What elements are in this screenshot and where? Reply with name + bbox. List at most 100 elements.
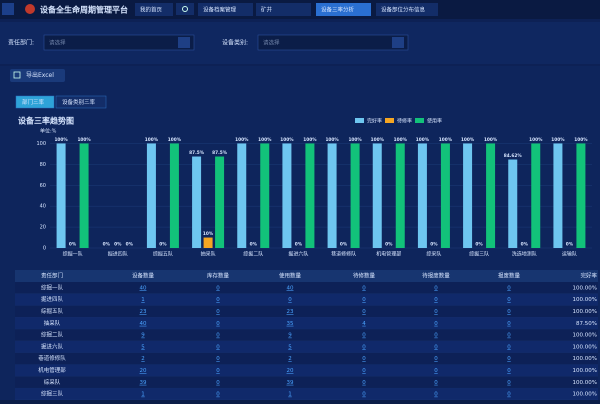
table-link[interactable]: 0 <box>434 344 438 350</box>
table-link[interactable]: 0 <box>434 309 438 315</box>
table-cell: 100.00% <box>573 285 597 291</box>
table-link[interactable]: 0 <box>507 368 511 374</box>
table-link[interactable]: 40 <box>140 321 147 327</box>
table-link[interactable]: 0 <box>507 309 511 315</box>
table-link[interactable]: 0 <box>362 297 366 303</box>
bar <box>576 143 586 248</box>
value-label: 0% <box>340 242 348 248</box>
nav-tab-label[interactable]: 矿井 <box>261 6 273 14</box>
table-link[interactable]: 0 <box>216 285 220 291</box>
sub-tab-label[interactable]: 设备类别三率 <box>62 98 96 106</box>
menu-icon[interactable] <box>2 3 14 15</box>
gear-icon <box>182 6 188 12</box>
table-link[interactable]: 1 <box>288 392 292 398</box>
x-tick-label: 运输队 <box>562 251 577 258</box>
table-link[interactable]: 4 <box>362 321 366 327</box>
table-link[interactable]: 0 <box>216 380 220 386</box>
table-link[interactable]: 0 <box>216 344 220 350</box>
table-link[interactable]: 0 <box>362 392 366 398</box>
table-link[interactable]: 0 <box>362 344 366 350</box>
nav-tab-label[interactable]: 设备部位分布信息 <box>381 6 426 14</box>
table-link[interactable]: 5 <box>141 344 145 350</box>
table-link[interactable]: 0 <box>434 356 438 362</box>
table-link[interactable]: 0 <box>362 309 366 315</box>
value-label: 100% <box>145 137 159 143</box>
y-tick-label: 40 <box>40 204 46 210</box>
nav-tab-label[interactable]: 设备三率分析 <box>321 6 355 14</box>
table-cell: 100.00% <box>573 297 597 303</box>
nav-tab[interactable] <box>316 3 371 16</box>
table-link[interactable]: 0 <box>216 392 220 398</box>
table-link[interactable]: 0 <box>216 368 220 374</box>
table-cell: 综掘一队 <box>41 283 64 291</box>
bar <box>215 156 225 248</box>
table-link[interactable]: 0 <box>507 356 511 362</box>
table-cell: 100.00% <box>573 309 597 315</box>
sub-tab[interactable] <box>55 95 107 109</box>
table-link[interactable]: 0 <box>288 297 292 303</box>
table-link[interactable]: 40 <box>287 285 294 291</box>
sub-tab-label[interactable]: 部门三率 <box>22 98 45 106</box>
filter-label: 责任部门: <box>8 39 34 47</box>
table-link[interactable]: 20 <box>287 368 294 374</box>
filter-button[interactable] <box>392 37 404 48</box>
nav-tab-label[interactable]: 我的首页 <box>140 6 163 14</box>
table-link[interactable]: 0 <box>507 380 511 386</box>
table-link[interactable]: 39 <box>287 380 294 386</box>
export-label[interactable]: 导出Excel <box>26 71 54 79</box>
table-link[interactable]: 0 <box>362 368 366 374</box>
table-link[interactable]: 0 <box>216 321 220 327</box>
nav-tab[interactable] <box>198 3 253 16</box>
table-header: 报废数量 <box>498 272 521 280</box>
table-link[interactable]: 0 <box>362 380 366 386</box>
nav-tab[interactable] <box>376 3 438 16</box>
nav-tab[interactable] <box>135 3 173 16</box>
table-link[interactable]: 0 <box>216 333 220 339</box>
table-link[interactable]: 5 <box>288 344 292 350</box>
nav-tab-label[interactable]: 设备档案管理 <box>203 6 237 14</box>
table-link[interactable]: 40 <box>140 285 147 291</box>
bar <box>169 143 179 248</box>
settings-tab[interactable] <box>176 3 194 15</box>
table-link[interactable]: 0 <box>507 344 511 350</box>
table-link[interactable]: 0 <box>507 333 511 339</box>
filter-button[interactable] <box>178 37 190 48</box>
table-cell: 100.00% <box>573 368 597 374</box>
table-link[interactable]: 9 <box>288 333 292 339</box>
table-link[interactable]: 0 <box>434 392 438 398</box>
table-link[interactable]: 0 <box>507 392 511 398</box>
table-link[interactable]: 0 <box>362 285 366 291</box>
table-link[interactable]: 39 <box>140 380 147 386</box>
table-link[interactable]: 0 <box>507 285 511 291</box>
y-tick-label: 20 <box>40 225 46 231</box>
table-link[interactable]: 0 <box>216 356 220 362</box>
table-link[interactable]: 35 <box>287 321 294 327</box>
table-link[interactable]: 0 <box>507 297 511 303</box>
table-link[interactable]: 0 <box>434 321 438 327</box>
filter-label: 设备类别: <box>222 39 248 47</box>
table-link[interactable]: 0 <box>216 297 220 303</box>
table-link[interactable]: 0 <box>216 309 220 315</box>
export-button[interactable] <box>10 69 65 82</box>
table-link[interactable]: 0 <box>434 297 438 303</box>
table-link[interactable]: 0 <box>434 285 438 291</box>
table-link[interactable]: 0 <box>434 380 438 386</box>
table-link[interactable]: 2 <box>141 356 145 362</box>
filter-select[interactable] <box>43 34 195 51</box>
table-link[interactable]: 0 <box>362 356 366 362</box>
table-link[interactable]: 0 <box>362 333 366 339</box>
table-link[interactable]: 0 <box>434 368 438 374</box>
table-link[interactable]: 1 <box>141 297 145 303</box>
bar <box>417 143 427 248</box>
table-link[interactable]: 0 <box>434 333 438 339</box>
table-link[interactable]: 0 <box>507 321 511 327</box>
table-link[interactable]: 1 <box>141 392 145 398</box>
table-link[interactable]: 23 <box>287 309 294 315</box>
table-link[interactable]: 20 <box>140 368 147 374</box>
filter-select[interactable] <box>257 34 409 51</box>
sub-tab[interactable] <box>15 95 55 109</box>
table-link[interactable]: 23 <box>140 309 147 315</box>
table-link[interactable]: 9 <box>141 333 145 339</box>
table-link[interactable]: 2 <box>288 356 292 362</box>
nav-tab[interactable] <box>256 3 311 16</box>
